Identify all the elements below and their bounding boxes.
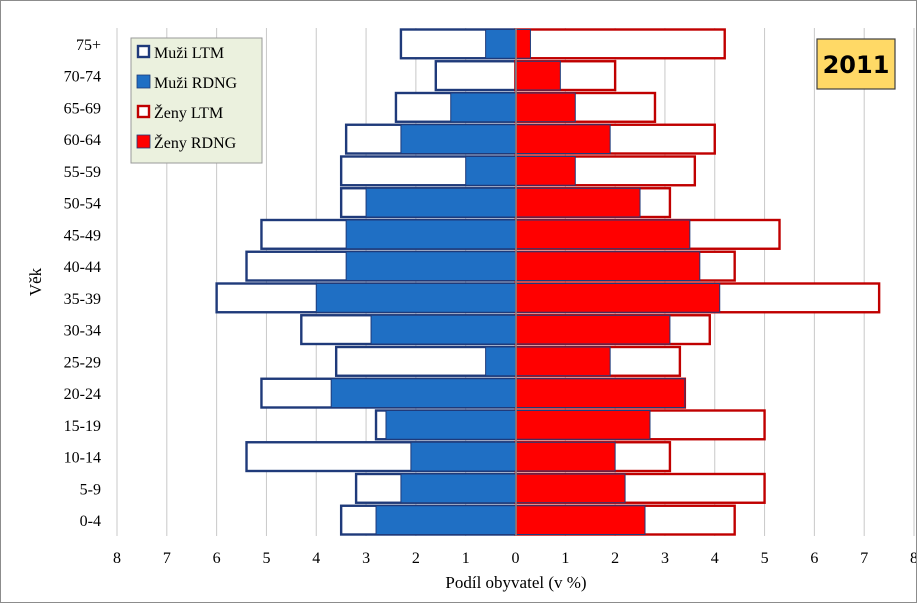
y-tick-label: 15-19	[64, 418, 101, 435]
y-tick-labels: 0-4 5-9 10-14 15-19 20-24 25-29 30-34 35-39 40-4…	[64, 37, 101, 530]
bar-ženy-rdng	[515, 60, 561, 91]
y-tick-label: 70-74	[64, 69, 101, 86]
bar-ženy-rdng	[515, 251, 701, 281]
x-tick-label: 5	[262, 550, 270, 567]
y-axis-title: Věk	[26, 267, 45, 296]
bar-ženy-rdng	[515, 124, 611, 154]
bar-muži-ltm	[434, 60, 517, 92]
bar-muži-rdng	[485, 346, 516, 377]
x-axis-title: Podíl obyvatel (v %)	[445, 573, 586, 592]
y-tick-label: 20-24	[64, 386, 101, 403]
bar-ženy-rdng	[515, 187, 641, 218]
bar-muži-rdng	[465, 156, 516, 186]
y-tick-label: 60-64	[64, 132, 101, 149]
bar-ženy-rdng	[515, 441, 616, 472]
legend-swatch	[136, 44, 151, 59]
bar-muži-rdng	[345, 251, 517, 281]
x-tick-label: 8	[113, 550, 121, 567]
x-tick-label: 7	[860, 550, 868, 567]
legend-items: Muži LTM Muži RDNG Ženy LTM Ženy RDNG	[136, 44, 238, 152]
y-tick-label: 35-39	[64, 291, 101, 308]
bar-muži-rdng	[345, 219, 517, 250]
x-tick-label: 6	[810, 550, 818, 567]
bar-ženy-rdng	[515, 473, 626, 504]
bar-muži-rdng	[365, 187, 516, 218]
x-tick-label: 8	[910, 550, 916, 567]
bar-muži-rdng	[315, 283, 516, 313]
bar-muži-rdng	[370, 314, 517, 345]
x-tick-label: 3	[362, 550, 370, 567]
x-tick-label: 1	[462, 550, 470, 567]
bar-muži-rdng	[400, 124, 516, 154]
bar-ženy-rdng	[515, 314, 671, 345]
legend: Muži LTM Muži RDNG Ženy LTM Ženy RDNG	[130, 37, 263, 164]
bar-muži-rdng	[450, 92, 516, 123]
legend-box	[130, 37, 263, 164]
legend-swatch	[136, 74, 151, 89]
y-tick-label: 40-44	[64, 259, 101, 276]
legend-label: Muži RDNG	[154, 75, 238, 92]
y-tick-label: 0-4	[80, 513, 101, 530]
y-tick-label: 55-59	[64, 164, 101, 181]
bar-ženy-rdng	[515, 283, 721, 313]
bar-ženy-rdng	[515, 156, 576, 186]
x-tick-label: 4	[711, 550, 719, 567]
x-tick-label: 6	[213, 550, 221, 567]
year-badge-label: 2011	[823, 51, 890, 79]
x-tick-label: 5	[761, 550, 769, 567]
year-badge: 2011	[816, 38, 896, 90]
x-tick-label: 1	[561, 550, 569, 567]
bar-muži-rdng	[485, 29, 516, 59]
bar-ženy-rdng	[515, 346, 611, 377]
bar-ženy-rdng	[515, 505, 646, 535]
x-tick-labels: 8 7 6 5 4 3 2 1 0 1 2 3 4 5 6 7 8	[113, 550, 917, 567]
year-badge-box	[816, 38, 896, 90]
x-tick-label: 2	[611, 550, 619, 567]
bar-ženy-rdng	[515, 29, 531, 59]
y-tick-label: 65-69	[64, 100, 101, 117]
x-tick-label: 2	[412, 550, 420, 567]
gridlines	[116, 28, 915, 536]
bar-muži-rdng	[410, 441, 516, 472]
legend-swatch	[136, 134, 151, 149]
x-tick-label: 3	[661, 550, 669, 567]
bar-muži-rdng	[400, 473, 516, 504]
bar-ženy-rdng	[515, 410, 651, 440]
bar-ženy-rdng	[515, 92, 576, 123]
x-tick-label: 4	[312, 550, 320, 567]
y-tick-label: 5-9	[80, 481, 101, 498]
legend-label: Ženy RDNG	[154, 133, 237, 152]
y-tick-label: 30-34	[64, 323, 101, 340]
legend-label: Ženy LTM	[154, 103, 223, 122]
bar-muži-rdng	[375, 505, 516, 535]
legend-label: Muži LTM	[154, 45, 224, 62]
bar-muži-rdng	[330, 378, 516, 408]
x-tick-label: 7	[163, 550, 171, 567]
bar-ženy-rdng	[515, 219, 691, 250]
y-tick-label: 50-54	[64, 196, 101, 213]
y-tick-label: 25-29	[64, 354, 101, 371]
y-tick-label: 45-49	[64, 227, 101, 244]
y-tick-label: 75+	[76, 37, 101, 54]
bar-muži-rdng	[385, 410, 516, 440]
legend-swatch	[136, 104, 151, 119]
y-tick-label: 10-14	[64, 450, 101, 467]
bar-ženy-ltm	[514, 28, 726, 60]
bar-ženy-rdng	[515, 378, 686, 408]
x-tick-label: 0	[512, 550, 520, 567]
